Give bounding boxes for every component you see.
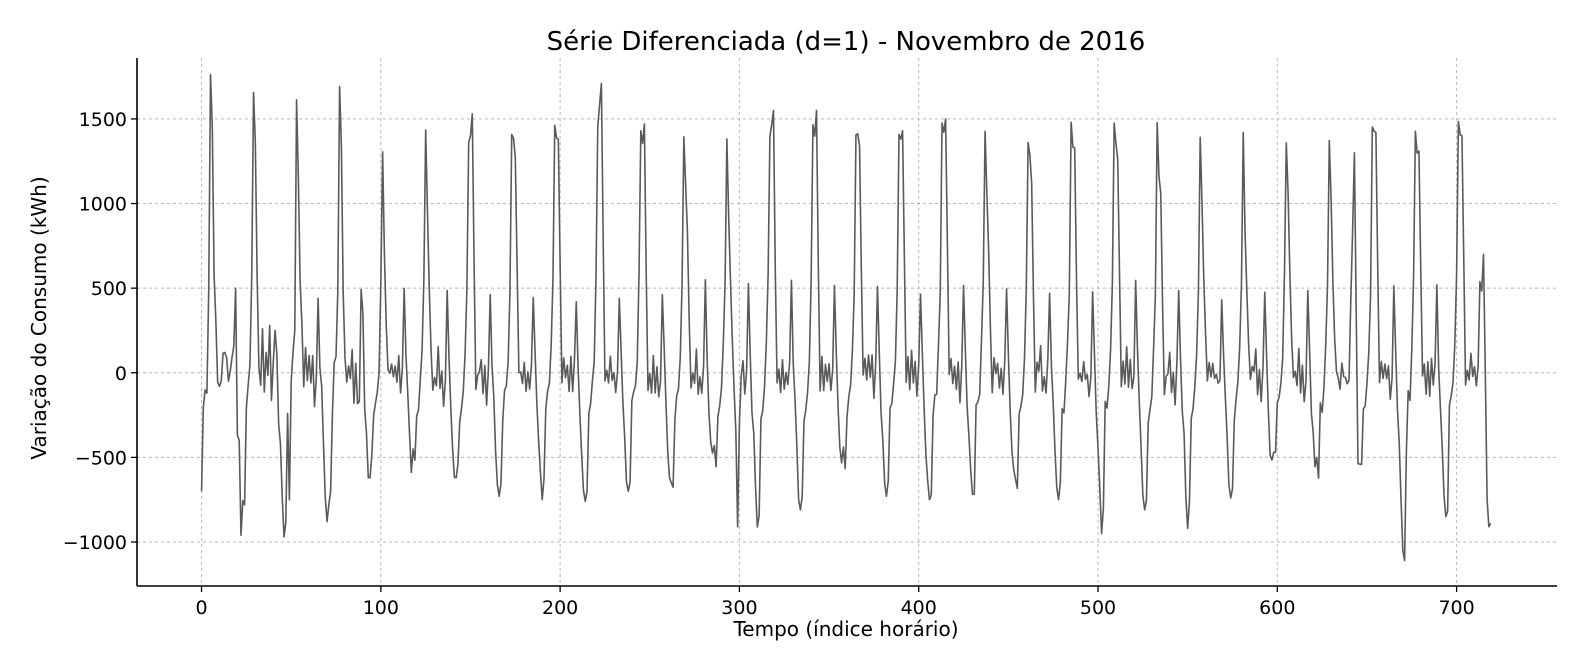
x-tick-label: 300 bbox=[721, 597, 757, 619]
chart-title: Série Diferenciada (d=1) - Novembro de 2… bbox=[547, 27, 1146, 57]
axes bbox=[131, 58, 1557, 592]
y-tick-label: −500 bbox=[75, 447, 127, 469]
series-layer bbox=[200, 73, 1492, 562]
x-tick-label: 500 bbox=[1080, 597, 1116, 619]
x-tick-label: 400 bbox=[901, 597, 937, 619]
x-tick-label: 0 bbox=[195, 597, 207, 619]
x-tick-label: 200 bbox=[542, 597, 578, 619]
y-tick-label: 500 bbox=[91, 278, 127, 300]
y-tick-label: −1000 bbox=[63, 532, 127, 554]
grid bbox=[137, 58, 1557, 586]
tick-labels: 0 100 200 300 400 500 600 700 −1000 −500 0 500 1000 1… bbox=[63, 109, 1475, 619]
x-axis-title: Tempo (índice horário) bbox=[732, 617, 958, 641]
series-line bbox=[200, 73, 1492, 562]
y-tick-label: 1500 bbox=[79, 109, 127, 131]
x-tick-label: 700 bbox=[1438, 597, 1474, 619]
y-tick-label: 0 bbox=[115, 363, 127, 385]
y-axis-title: Variação do Consumo (kWh) bbox=[27, 176, 51, 459]
y-tick-label: 1000 bbox=[79, 194, 127, 216]
x-tick-label: 600 bbox=[1259, 597, 1295, 619]
x-tick-label: 100 bbox=[363, 597, 399, 619]
